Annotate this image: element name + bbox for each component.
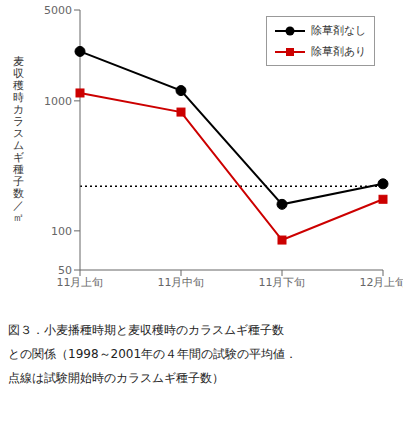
html-text:との関係（1998～2001年の４年間の試験の平均値．: との関係（1998～2001年の４年間の試験の平均値． xyxy=(8,347,298,361)
svg-text:12月上旬: 12月上旬 xyxy=(360,276,396,289)
html-text:麦 収 穫 時 カ ラ ス ム ギ 種 子 数 ／ ㎡: 麦 収 穫 時 カ ラ ス ム ギ 種 子 数 ／ ㎡ xyxy=(12,55,24,224)
svg-text:11月上旬: 11月上旬 xyxy=(57,276,104,289)
svg-text:11月下旬: 11月下旬 xyxy=(259,276,306,289)
html-text:除草剤なし: 除草剤なし xyxy=(311,24,366,37)
html-text:図３．小麦播種時期と麦収穫時のカラスムギ種子数: 図３．小麦播種時期と麦収穫時のカラスムギ種子数 xyxy=(8,323,284,337)
svg-text:50: 50 xyxy=(58,264,72,277)
svg-text:5000: 5000 xyxy=(44,4,72,17)
svg-text:100: 100 xyxy=(51,225,72,238)
svg-text:11月中旬: 11月中旬 xyxy=(158,276,205,289)
svg-text:1000: 1000 xyxy=(44,95,72,108)
html-text:除草剤あり: 除草剤あり xyxy=(311,45,366,58)
html-text:点線は試験開始時のカラスムギ種子数）: 点線は試験開始時のカラスムギ種子数） xyxy=(8,371,224,385)
